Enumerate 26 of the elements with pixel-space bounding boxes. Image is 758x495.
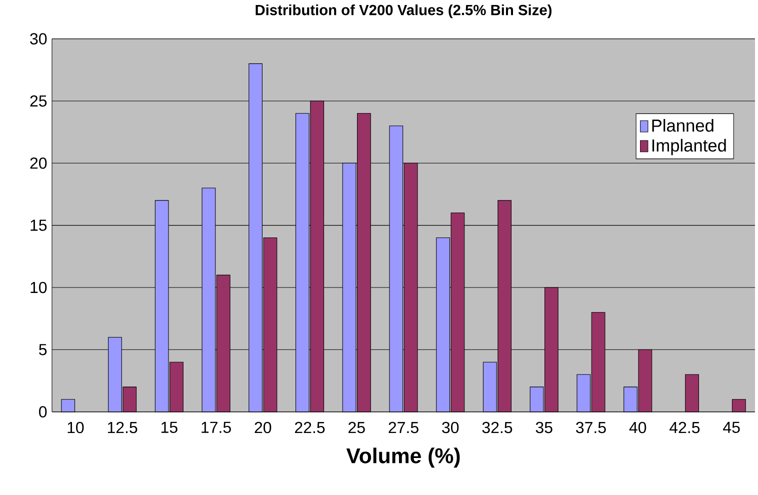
y-tick-label: 15 [30,220,47,231]
x-tick-label: 37.5 [576,422,606,434]
y-tick-label: 30 [30,33,47,45]
x-tick-label: 20 [254,422,272,434]
x-tick-label: 35 [536,422,552,434]
x-tick-label: 32.5 [482,422,512,434]
legend-label: Planned [652,119,714,132]
x-tick-label: 30 [442,422,459,434]
x-tick-label: 42.5 [670,422,700,434]
legend-label: Implanted [652,138,726,156]
chart-title: Distribution of V200 Values (2.5% Bin Size) [256,4,552,18]
x-tick-label: 10 [68,422,84,434]
y-tick-label: 25 [30,95,47,107]
y-tick-label: 10 [30,282,47,294]
x-tick-label: 15 [161,422,178,434]
x-tick-label: 40 [629,422,646,434]
y-tick-label: 0 [39,406,47,418]
x-tick-label: 25 [348,422,365,434]
x-tick-label: 27.5 [388,422,418,434]
y-tick-label: 5 [39,344,47,356]
x-tick-label: 22.5 [294,422,325,434]
x-tick-label: 17.5 [202,422,231,434]
x-tick-label: 12.5 [108,422,138,434]
x-axis-title: Volume (%) [346,448,460,468]
y-tick-label: 20 [30,158,47,169]
x-tick-label: 45 [723,422,740,434]
